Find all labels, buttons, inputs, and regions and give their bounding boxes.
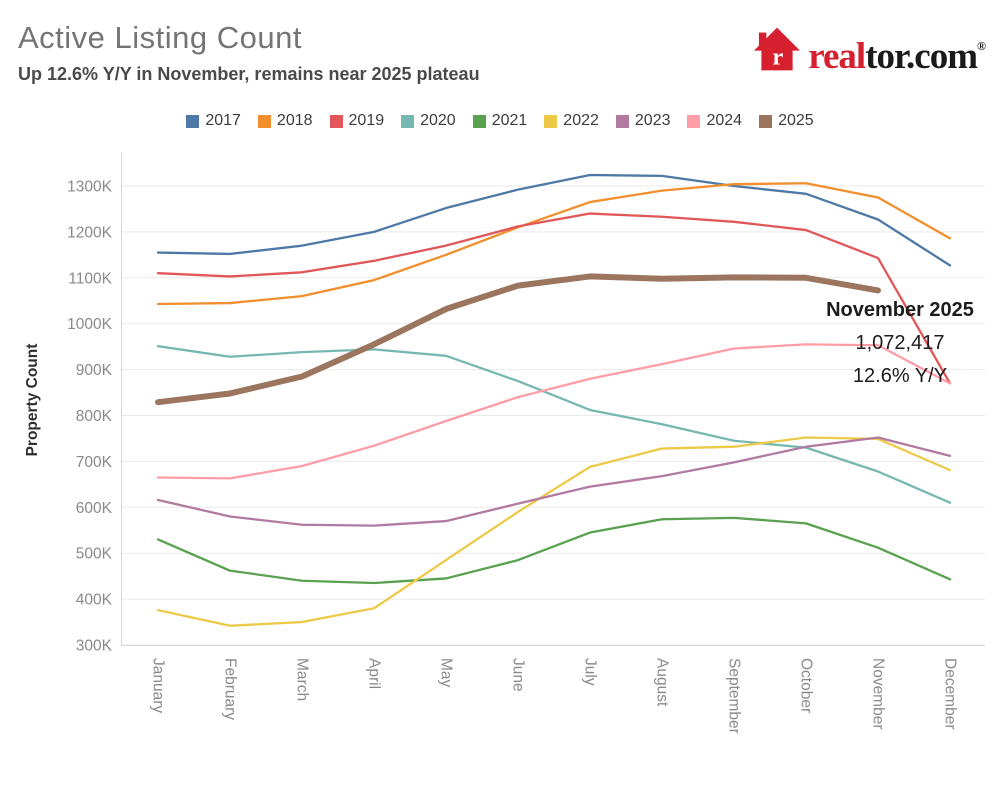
svg-text:January: January xyxy=(150,658,167,713)
svg-text:600K: 600K xyxy=(76,500,113,517)
svg-text:April: April xyxy=(366,658,383,689)
legend-label: 2022 xyxy=(563,112,599,129)
registered-mark: ® xyxy=(977,38,986,53)
page-title: Active Listing Count xyxy=(18,20,302,55)
svg-text:August: August xyxy=(654,658,671,707)
brand-text: realtor.com® xyxy=(808,38,986,75)
brand-text-torcom: tor.com xyxy=(865,35,978,77)
legend-item-2024[interactable]: 2024 xyxy=(687,112,742,130)
legend-item-2025[interactable]: 2025 xyxy=(759,112,814,130)
annotation-label: November 2025 xyxy=(826,299,974,321)
svg-text:900K: 900K xyxy=(76,362,113,379)
legend-swatch xyxy=(615,114,629,128)
legend-label: 2018 xyxy=(276,112,313,129)
legend-swatch xyxy=(186,114,200,128)
svg-text:500K: 500K xyxy=(76,546,113,563)
svg-text:800K: 800K xyxy=(76,408,113,425)
legend-label: 2019 xyxy=(348,112,385,129)
svg-text:November: November xyxy=(870,658,887,730)
annotation-value: 1,072,417 xyxy=(855,332,945,354)
legend-item-2019[interactable]: 2019 xyxy=(329,112,385,130)
legend: 2017 2018 2019 2020 2021 2022 2023 2024 2025 xyxy=(0,112,1000,130)
svg-text:1000K: 1000K xyxy=(67,316,112,333)
house-icon: r xyxy=(754,27,801,71)
svg-text:October: October xyxy=(798,658,815,713)
svg-text:r: r xyxy=(773,44,784,71)
page-subtitle: Up 12.6% Y/Y in November, remains near 2… xyxy=(18,64,480,84)
brand-text-real: real xyxy=(808,35,866,77)
legend-item-2018[interactable]: 2018 xyxy=(257,112,313,130)
svg-text:March: March xyxy=(294,658,311,701)
legend-swatch xyxy=(329,114,343,128)
svg-text:Property Count: Property Count xyxy=(24,344,41,457)
legend-item-2021[interactable]: 2021 xyxy=(472,112,528,130)
legend-item-2020[interactable]: 2020 xyxy=(401,112,456,130)
brand-logo: r realtor.com® xyxy=(752,26,986,75)
svg-text:June: June xyxy=(510,658,527,692)
legend-item-2017[interactable]: 2017 xyxy=(186,112,241,130)
legend-label: 2020 xyxy=(420,112,456,129)
svg-text:May: May xyxy=(438,658,455,688)
chart-annotation: November 2025 1,072,417 12.6% Y/Y xyxy=(800,294,1000,393)
report-header: Active Listing Count Up 12.6% Y/Y in Nov… xyxy=(18,20,480,85)
legend-swatch xyxy=(687,114,701,128)
svg-text:400K: 400K xyxy=(76,592,113,609)
svg-text:July: July xyxy=(582,658,599,686)
legend-label: 2025 xyxy=(778,112,814,129)
svg-text:300K: 300K xyxy=(76,638,113,655)
annotation-yoy: 12.6% Y/Y xyxy=(852,365,948,387)
svg-text:1100K: 1100K xyxy=(68,270,112,287)
svg-text:1300K: 1300K xyxy=(67,179,112,196)
legend-swatch xyxy=(257,114,271,128)
legend-item-2023[interactable]: 2023 xyxy=(615,112,671,130)
svg-text:1200K: 1200K xyxy=(67,224,112,241)
legend-label: 2023 xyxy=(634,112,671,129)
svg-text:700K: 700K xyxy=(76,454,113,471)
svg-text:February: February xyxy=(222,658,239,720)
legend-swatch xyxy=(472,114,486,128)
legend-swatch xyxy=(544,114,558,128)
legend-item-2022[interactable]: 2022 xyxy=(544,112,599,130)
legend-label: 2021 xyxy=(491,112,528,129)
legend-label: 2017 xyxy=(205,112,241,129)
svg-text:September: September xyxy=(726,658,743,734)
legend-label: 2024 xyxy=(706,112,743,129)
svg-text:December: December xyxy=(942,658,959,730)
legend-swatch xyxy=(759,114,773,128)
legend-swatch xyxy=(401,114,415,128)
